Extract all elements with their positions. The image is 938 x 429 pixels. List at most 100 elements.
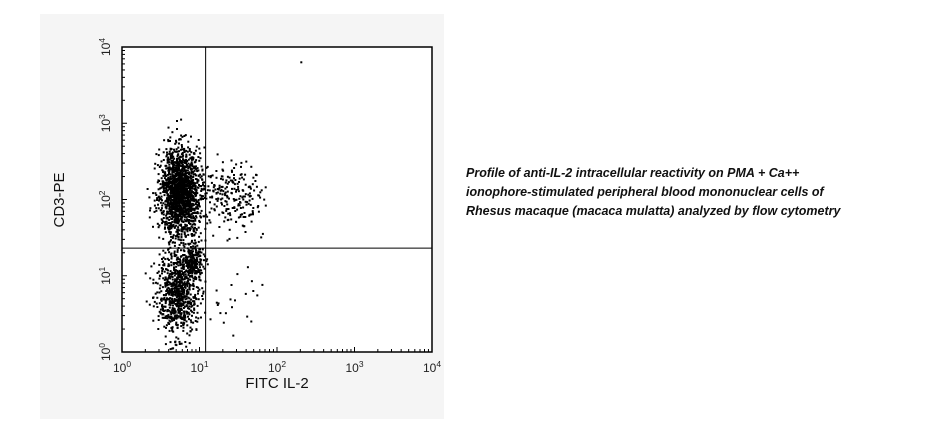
event-dot [248, 199, 251, 202]
event-dot [213, 184, 216, 187]
event-dot [182, 278, 185, 281]
event-dot [197, 139, 200, 141]
event-dot [177, 302, 180, 305]
event-dot [203, 215, 206, 218]
event-dot [173, 319, 175, 321]
event-dot [173, 201, 176, 204]
event-dot [194, 226, 196, 229]
event-dot [161, 204, 164, 207]
event-dot [156, 197, 159, 200]
event-dot [179, 315, 182, 318]
event-dot [183, 226, 186, 229]
event-dot [216, 153, 219, 156]
event-dot [174, 166, 177, 169]
event-dot [166, 210, 169, 213]
event-dot [252, 213, 254, 216]
event-dot [177, 200, 180, 202]
event-dot [228, 212, 231, 215]
event-dot [220, 201, 223, 204]
event-dot [178, 142, 180, 145]
event-dot [221, 211, 224, 214]
event-dot [189, 293, 192, 296]
event-dot [202, 290, 205, 293]
event-dot [186, 194, 189, 197]
event-dot [224, 181, 227, 184]
x-tick-label: 102 [268, 359, 286, 375]
event-dot [190, 135, 192, 138]
event-dot [209, 176, 212, 179]
event-dot [232, 334, 235, 337]
event-dot [176, 186, 179, 189]
event-dot [173, 161, 176, 164]
event-dot [173, 179, 176, 182]
event-dot [185, 200, 188, 203]
event-dot [256, 294, 259, 297]
event-dot [190, 181, 193, 184]
event-dot [162, 151, 165, 154]
event-dot [246, 266, 249, 269]
event-dot [164, 173, 167, 176]
event-dot [177, 304, 180, 307]
event-dot [167, 204, 170, 207]
event-dot [162, 268, 164, 271]
event-dot [174, 211, 177, 214]
event-dot [201, 178, 204, 181]
event-dot [183, 271, 186, 273]
event-dot [187, 266, 189, 269]
event-dot [194, 223, 197, 226]
event-dot [197, 203, 200, 206]
event-dot [186, 185, 189, 188]
event-dot [165, 167, 168, 170]
event-dot [180, 220, 183, 223]
event-dot [173, 148, 175, 151]
event-dot [189, 253, 192, 256]
event-dot [231, 306, 233, 309]
event-dot [165, 174, 167, 177]
event-dot [229, 214, 232, 217]
event-dot [186, 279, 189, 282]
event-dot [183, 305, 186, 308]
event-dot [199, 173, 202, 176]
event-dot [221, 197, 224, 200]
event-dot [191, 234, 194, 237]
event-dot [181, 155, 184, 158]
event-dot [164, 226, 166, 229]
event-dot [187, 211, 190, 213]
event-dot [187, 167, 190, 170]
event-dot [173, 308, 176, 311]
event-dot [194, 184, 196, 187]
event-dot [223, 205, 226, 207]
event-dot [162, 182, 164, 185]
event-dot [183, 278, 186, 281]
event-dot [200, 269, 203, 272]
event-dot [166, 317, 169, 320]
event-dot [241, 176, 244, 179]
event-dot [171, 290, 174, 293]
event-dot [165, 205, 168, 208]
event-dot [188, 288, 191, 291]
event-dot [234, 198, 237, 201]
event-dot [177, 315, 180, 318]
event-dot [188, 334, 191, 337]
event-dot [168, 293, 171, 296]
event-dot [184, 286, 187, 289]
event-dot [199, 212, 202, 215]
event-dot [186, 283, 189, 286]
event-dot [261, 283, 264, 286]
event-dot [242, 189, 245, 192]
event-dot [168, 309, 171, 312]
event-dot [170, 225, 173, 228]
event-dot [182, 228, 185, 231]
event-dot [167, 247, 170, 250]
event-dot [185, 159, 187, 162]
event-dot [163, 194, 166, 197]
event-dot [165, 181, 168, 184]
event-dot [171, 153, 174, 156]
event-dot [175, 272, 178, 275]
event-dot [186, 332, 189, 335]
event-dot [187, 165, 190, 168]
event-dot [174, 225, 177, 228]
event-dot [167, 269, 169, 272]
event-dot [163, 139, 166, 142]
event-dot [154, 192, 157, 195]
